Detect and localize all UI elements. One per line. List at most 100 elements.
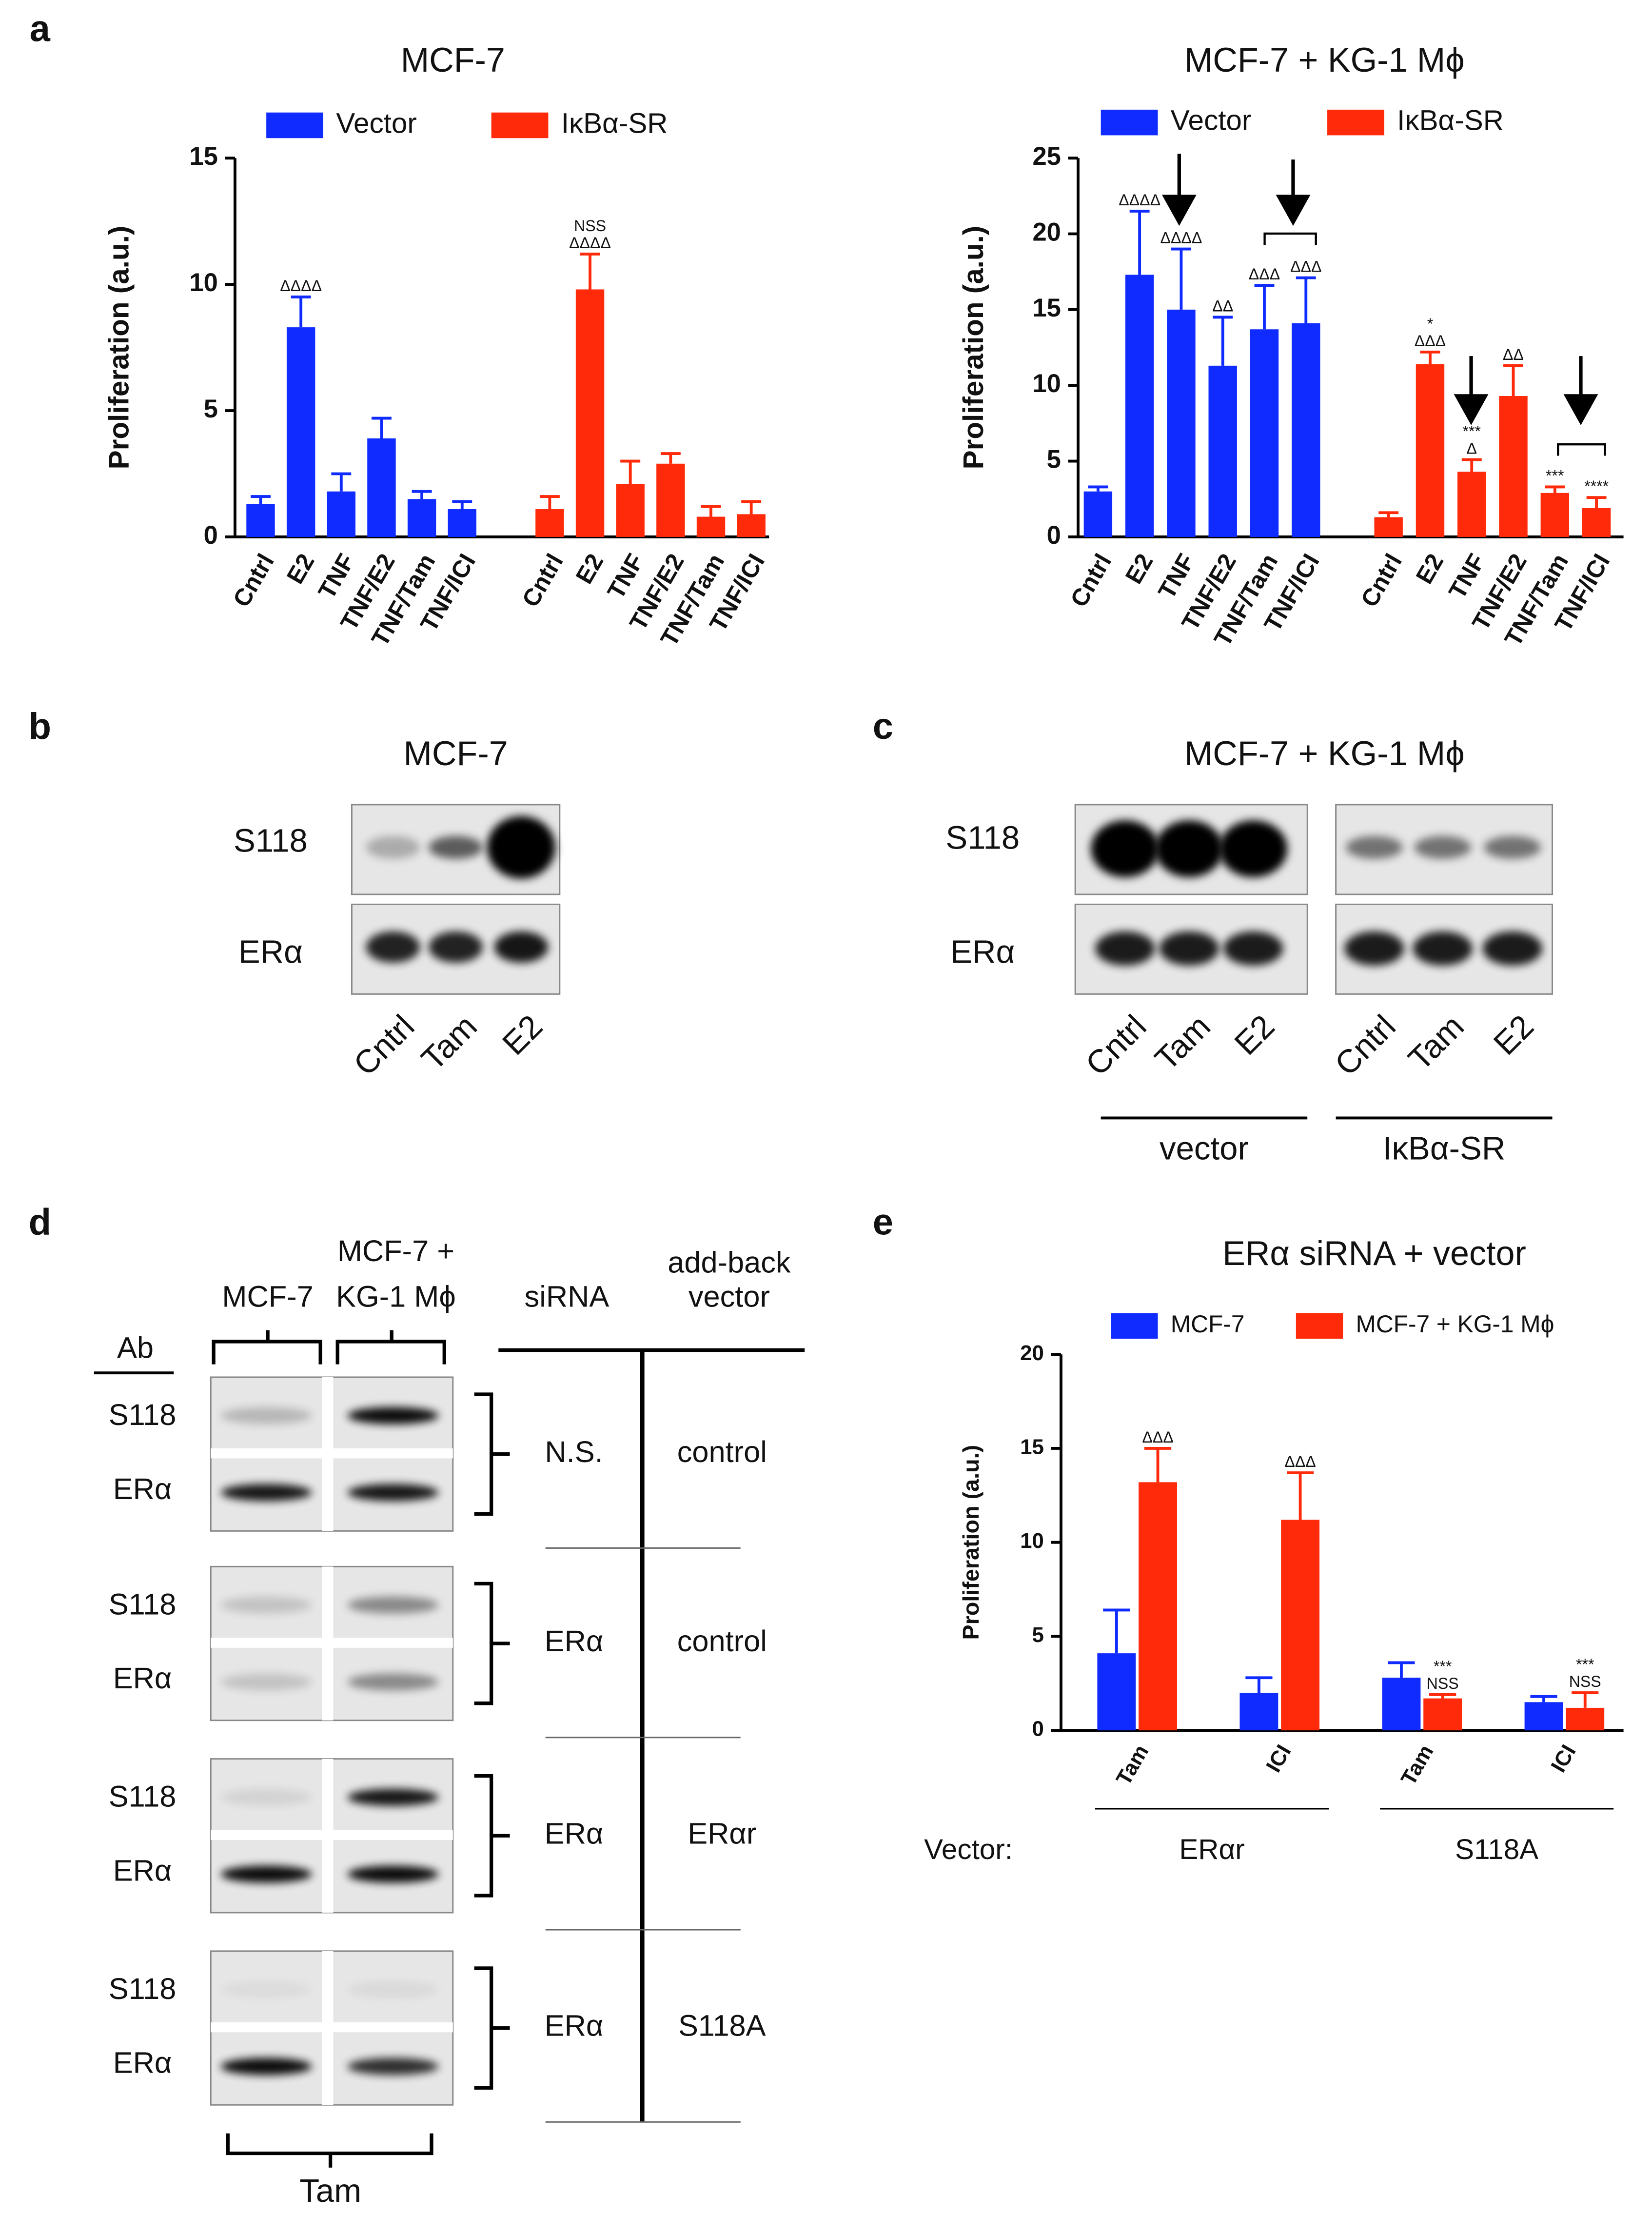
chart-title: MCF-7 + KG-1 Mϕ bbox=[1184, 41, 1465, 79]
error-bar bbox=[1286, 1471, 1314, 1520]
bracket bbox=[1557, 443, 1606, 456]
blot-band bbox=[1219, 820, 1288, 877]
panel-letter: d bbox=[29, 1202, 51, 1243]
column-header: MCF-7 + bbox=[337, 1234, 454, 1267]
blot-band bbox=[1223, 931, 1283, 966]
blot-band bbox=[220, 1596, 312, 1614]
bar bbox=[1524, 1702, 1563, 1731]
y-tick-label: 0 bbox=[1047, 521, 1061, 550]
lane-label: Tam bbox=[414, 1008, 484, 1078]
bar bbox=[1416, 364, 1445, 537]
bar bbox=[1374, 517, 1403, 537]
y-tick-label: 10 bbox=[1020, 1529, 1044, 1553]
significance-label: *** bbox=[1546, 467, 1564, 484]
error-bar bbox=[1545, 485, 1565, 493]
sirna-label: ERα bbox=[545, 1624, 604, 1658]
x-tick-label: Cntrl bbox=[516, 549, 568, 612]
row-gap bbox=[211, 2022, 453, 2033]
blot-band bbox=[347, 1981, 439, 1998]
error-bar bbox=[1245, 1676, 1273, 1693]
band-label: ERα bbox=[113, 1661, 172, 1695]
blot-row-label: S118 bbox=[945, 820, 1020, 856]
error-bar bbox=[1296, 276, 1316, 323]
legend-label: MCF-7 + KG-1 Mϕ bbox=[1356, 1310, 1554, 1338]
blot-band bbox=[220, 2058, 312, 2075]
blot-row-label: ERα bbox=[950, 933, 1015, 970]
x-tick-label: Cntrl bbox=[1065, 549, 1117, 612]
significance-label: ΔΔΔΔ bbox=[1119, 191, 1160, 209]
bar bbox=[327, 491, 356, 537]
x-tick-label: Tam bbox=[1396, 1741, 1438, 1790]
column-header: MCF-7 bbox=[222, 1280, 313, 1313]
band-label: S118 bbox=[109, 1587, 177, 1621]
significance-label: ΔΔΔΔ bbox=[1160, 229, 1202, 247]
arrow-head bbox=[1276, 195, 1311, 226]
error-bar bbox=[1088, 485, 1108, 492]
bar bbox=[1167, 309, 1196, 537]
bracket bbox=[226, 2133, 433, 2168]
error-bar bbox=[701, 505, 721, 517]
y-tick-label: 20 bbox=[1032, 218, 1061, 246]
blot-band bbox=[1091, 820, 1160, 877]
blot-band bbox=[429, 836, 483, 859]
legend-label: Vector bbox=[1171, 105, 1252, 137]
error-bar bbox=[1420, 350, 1440, 364]
bar bbox=[535, 509, 564, 537]
significance-label: * bbox=[1427, 315, 1434, 333]
lane-label: Cntrl bbox=[1079, 1008, 1153, 1083]
bracket bbox=[474, 1582, 510, 1705]
significance-label: *** bbox=[1434, 1658, 1452, 1675]
legend-swatch bbox=[491, 112, 549, 138]
y-tick-label: 0 bbox=[1032, 1717, 1044, 1741]
significance-label: ΔΔΔΔ bbox=[569, 234, 611, 252]
panel-letter: a bbox=[30, 8, 51, 49]
significance-label: ΔΔΔ bbox=[1284, 1453, 1316, 1470]
blot-band bbox=[1413, 931, 1473, 966]
lane-label: E2 bbox=[1487, 1008, 1541, 1062]
y-tick-label: 15 bbox=[189, 142, 217, 171]
error-bar bbox=[1129, 209, 1150, 275]
error-bar bbox=[1254, 284, 1275, 330]
row-gap bbox=[211, 1448, 453, 1459]
blot-band bbox=[347, 1407, 439, 1425]
bar bbox=[1292, 323, 1320, 537]
blot-band bbox=[1095, 931, 1155, 966]
bracket bbox=[1263, 232, 1317, 245]
lane-label: Tam bbox=[1401, 1008, 1471, 1078]
error-bar bbox=[1388, 1661, 1415, 1678]
blot-band bbox=[347, 1788, 439, 1806]
y-tick-label: 10 bbox=[1032, 369, 1061, 398]
bar bbox=[246, 504, 275, 537]
significance-label: *** bbox=[1576, 1656, 1594, 1673]
blot-band bbox=[1155, 820, 1223, 877]
y-tick-label: 5 bbox=[1047, 445, 1061, 474]
x-tick-label: Tam bbox=[1112, 1741, 1154, 1790]
error-bar bbox=[291, 296, 311, 328]
y-tick-label: 10 bbox=[189, 268, 217, 297]
y-tick-label: 5 bbox=[204, 395, 218, 423]
x-tick-label: E2 bbox=[570, 549, 609, 589]
error-bar bbox=[1572, 1691, 1599, 1708]
bar bbox=[367, 438, 396, 537]
significance-label: NSS bbox=[574, 217, 606, 235]
significance-label: NSS bbox=[1569, 1673, 1601, 1690]
sirna-label: ERα bbox=[545, 1816, 604, 1850]
arrow-head bbox=[1454, 394, 1489, 425]
significance-label: ΔΔ bbox=[1503, 346, 1524, 363]
y-tick-label: 5 bbox=[1032, 1623, 1044, 1647]
error-bar bbox=[539, 495, 560, 509]
group-label: vector bbox=[1160, 1130, 1249, 1167]
row-gap bbox=[211, 1638, 453, 1648]
chart-title: ERα siRNA + vector bbox=[1222, 1234, 1526, 1272]
significance-label: *** bbox=[1462, 422, 1481, 440]
bar bbox=[1382, 1678, 1421, 1731]
bracket bbox=[212, 1330, 446, 1365]
bar bbox=[1097, 1653, 1136, 1731]
error-bar bbox=[620, 459, 641, 484]
legend-swatch bbox=[1296, 1313, 1343, 1339]
blot-row-label: S118 bbox=[234, 823, 308, 859]
blot-band bbox=[220, 1484, 312, 1502]
blot-band bbox=[220, 1788, 312, 1806]
column-header: add-back bbox=[668, 1245, 791, 1279]
panel-letter: c bbox=[873, 706, 893, 747]
